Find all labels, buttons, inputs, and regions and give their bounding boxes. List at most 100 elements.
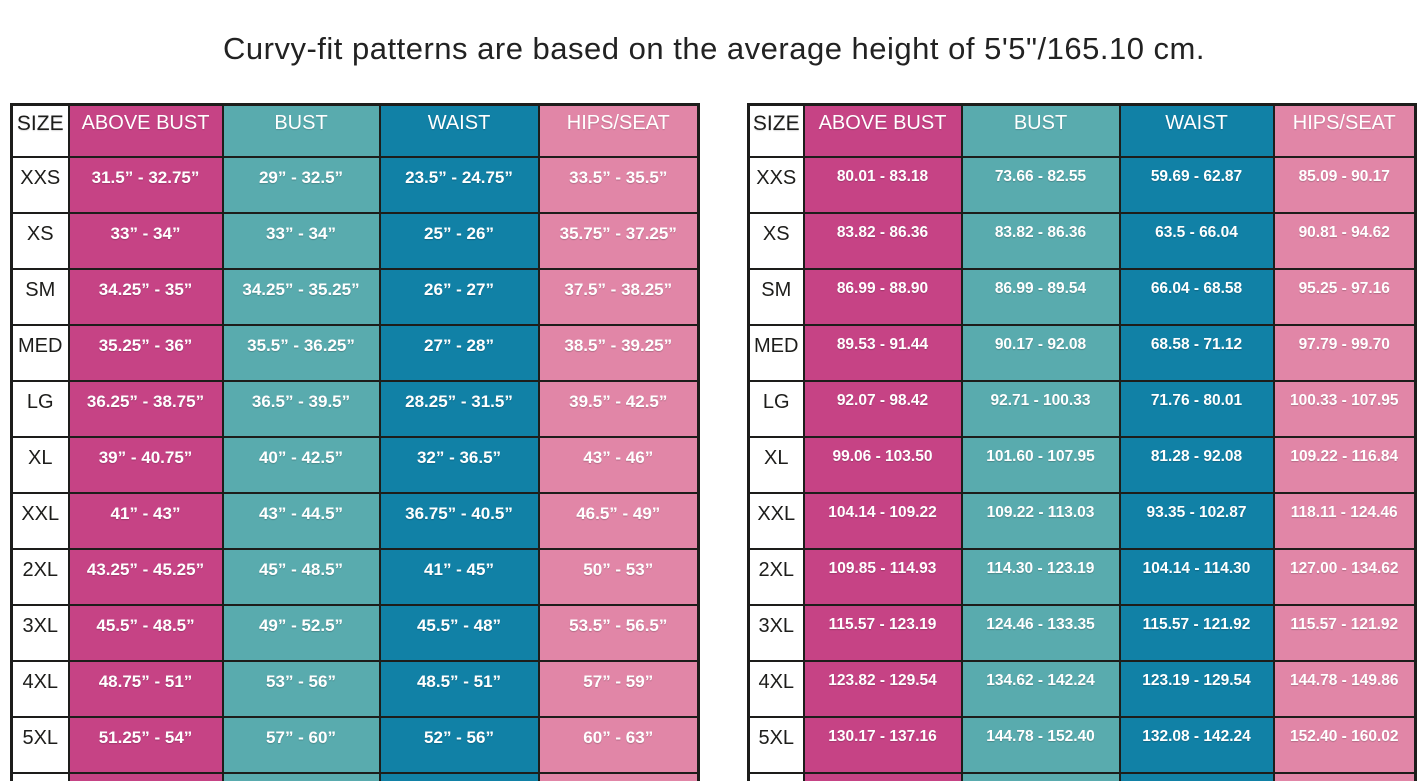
measurement-cell-bust: 90.17 - 92.08 [960, 323, 1121, 382]
size-label: 2XL [747, 547, 805, 606]
measurement-cell-above-bust: 51.25” - 54” [67, 715, 224, 774]
size-row-3xl: 3XL 45.5” - 48.5” 49” - 52.5” 45.5” - 48” 53… [10, 603, 700, 662]
measurement-cell-waist: 81.28 - 92.08 [1118, 435, 1275, 494]
size-label: LG [10, 379, 70, 438]
size-row-xxs: XXS 31.5” - 32.75” 29” - 32.5” 23.5” - 24.7… [10, 155, 700, 214]
measurement-cell-above-bust: 130.17 - 137.16 [802, 715, 963, 774]
measurement-cell-hips-seat: 57” - 59” [537, 659, 700, 718]
size-label: 4XL [747, 659, 805, 718]
measurement-cell-above-bust: 33” - 34” [67, 211, 224, 270]
measurement-cell-hips-seat: 115.57 - 121.92 [1272, 603, 1417, 662]
measurement-cell-waist [378, 771, 540, 781]
measurement-cell-hips-seat: 46.5” - 49” [537, 491, 700, 550]
measurement-cell-hips-seat: 50” - 53” [537, 547, 700, 606]
measurement-cell-waist: 59.69 - 62.87 [1118, 155, 1275, 214]
measurement-cell-above-bust: 86.99 - 88.90 [802, 267, 963, 326]
size-row-xxl: XXL 41” - 43” 43” - 44.5” 36.75” - 40.5” 46.… [10, 491, 700, 550]
size-row-3xl: 3XL 115.57 - 123.19 124.46 - 133.35 115.57 … [747, 603, 1417, 662]
header-row: SIZE ABOVE BUST BUST WAIST HIPS/SEAT [747, 103, 1417, 158]
measurement-cell-hips-seat [1272, 771, 1417, 781]
header-cell-hips-seat: HIPS/SEAT [1272, 103, 1417, 158]
measurement-cell-bust: 34.25” - 35.25” [221, 267, 381, 326]
size-row-xs: XS 33” - 34” 33” - 34” 25” - 26” 35.75” - 37… [10, 211, 700, 270]
page-title: Curvy-fit patterns are based on the aver… [223, 31, 1205, 66]
measurement-cell-above-bust: 35.25” - 36” [67, 323, 224, 382]
size-label: XXS [10, 155, 70, 214]
size-row-2xl: 2XL 109.85 - 114.93 114.30 - 123.19 104.14 … [747, 547, 1417, 606]
measurement-cell-above-bust [802, 771, 963, 781]
measurement-cell-above-bust: 43.25” - 45.25” [67, 547, 224, 606]
size-row-xxs: XXS 80.01 - 83.18 73.66 - 82.55 59.69 - 62.… [747, 155, 1417, 214]
size-row-med: MED 35.25” - 36” 35.5” - 36.25” 27” - 28” 38… [10, 323, 700, 382]
measurement-cell-hips-seat: 144.78 - 149.86 [1272, 659, 1417, 718]
measurement-cell-hips-seat: 97.79 - 99.70 [1272, 323, 1417, 382]
measurement-cell-bust: 73.66 - 82.55 [960, 155, 1121, 214]
header-cell-bust: BUST [960, 103, 1121, 158]
measurement-cell-bust: 43” - 44.5” [221, 491, 381, 550]
measurement-cell-above-bust: 89.53 - 91.44 [802, 323, 963, 382]
size-row-sm: SM 86.99 - 88.90 86.99 - 89.54 66.04 - 68.5… [747, 267, 1417, 326]
measurement-cell-hips-seat: 35.75” - 37.25” [537, 211, 700, 270]
size-label: XS [10, 211, 70, 270]
measurement-cell-bust: 83.82 - 86.36 [960, 211, 1121, 270]
measurement-cell-above-bust: 80.01 - 83.18 [802, 155, 963, 214]
measurement-cell-waist [1118, 771, 1275, 781]
measurement-cell-bust: 36.5” - 39.5” [221, 379, 381, 438]
measurement-cell-bust: 35.5” - 36.25” [221, 323, 381, 382]
measurement-cell-above-bust: 115.57 - 123.19 [802, 603, 963, 662]
header-cell-size: SIZE [747, 103, 805, 158]
measurement-cell-bust: 45” - 48.5” [221, 547, 381, 606]
measurement-cell-waist: 66.04 - 68.58 [1118, 267, 1275, 326]
measurement-cell-above-bust: 45.5” - 48.5” [67, 603, 224, 662]
measurement-cell-bust: 49” - 52.5” [221, 603, 381, 662]
header-cell-waist: WAIST [378, 103, 540, 158]
measurement-cell-waist: 48.5” - 51” [378, 659, 540, 718]
measurement-cell-waist: 41” - 45” [378, 547, 540, 606]
measurement-cell-above-bust: 41” - 43” [67, 491, 224, 550]
measurement-cell-above-bust: 83.82 - 86.36 [802, 211, 963, 270]
size-table-centimeters: SIZE ABOVE BUST BUST WAIST HIPS/SEAT XXS 80.01… [747, 103, 1417, 781]
size-label: SM [747, 267, 805, 326]
size-label: 3XL [10, 603, 70, 662]
measurement-cell-waist: 45.5” - 48” [378, 603, 540, 662]
measurement-cell-bust: 134.62 - 142.24 [960, 659, 1121, 718]
size-table-inches: SIZE ABOVE BUST BUST WAIST HIPS/SEAT XXS 31.5”… [10, 103, 700, 781]
size-label: 5XL [747, 715, 805, 774]
measurement-cell-above-bust [67, 771, 224, 781]
measurement-cell-waist: 115.57 - 121.92 [1118, 603, 1275, 662]
measurement-cell-waist: 25” - 26” [378, 211, 540, 270]
size-row-5xl: 5XL 130.17 - 137.16 144.78 - 152.40 132.08 … [747, 715, 1417, 774]
measurement-cell-above-bust: 92.07 - 98.42 [802, 379, 963, 438]
measurement-cell-above-bust: 123.82 - 129.54 [802, 659, 963, 718]
header-cell-above-bust: ABOVE BUST [67, 103, 224, 158]
size-label: XXL [747, 491, 805, 550]
measurement-cell-hips-seat: 118.11 - 124.46 [1272, 491, 1417, 550]
measurement-cell-hips-seat: 152.40 - 160.02 [1272, 715, 1417, 774]
size-row-xxl: XXL 104.14 - 109.22 109.22 - 113.03 93.35 -… [747, 491, 1417, 550]
measurement-cell-bust [221, 771, 381, 781]
measurement-cell-waist: 27” - 28” [378, 323, 540, 382]
size-label: 3XL [747, 603, 805, 662]
measurement-cell-hips-seat: 60” - 63” [537, 715, 700, 774]
header-cell-above-bust: ABOVE BUST [802, 103, 963, 158]
measurement-cell-hips-seat: 95.25 - 97.16 [1272, 267, 1417, 326]
measurement-cell-hips-seat: 127.00 - 134.62 [1272, 547, 1417, 606]
measurement-cell-waist: 123.19 - 129.54 [1118, 659, 1275, 718]
size-row-xs: XS 83.82 - 86.36 83.82 - 86.36 63.5 - 66.04… [747, 211, 1417, 270]
measurement-cell-waist: 93.35 - 102.87 [1118, 491, 1275, 550]
size-label: LG [747, 379, 805, 438]
measurement-cell-above-bust: 99.06 - 103.50 [802, 435, 963, 494]
measurement-cell-above-bust: 48.75” - 51” [67, 659, 224, 718]
measurement-cell-waist: 132.08 - 142.24 [1118, 715, 1275, 774]
measurement-cell-above-bust: 34.25” - 35” [67, 267, 224, 326]
measurement-cell-bust: 124.46 - 133.35 [960, 603, 1121, 662]
measurement-cell-waist: 26” - 27” [378, 267, 540, 326]
partial-row [747, 771, 1417, 781]
size-row-lg: LG 36.25” - 38.75” 36.5” - 39.5” 28.25” - 3… [10, 379, 700, 438]
measurement-cell-hips-seat: 43” - 46” [537, 435, 700, 494]
measurement-cell-bust: 101.60 - 107.95 [960, 435, 1121, 494]
measurement-cell-hips-seat: 90.81 - 94.62 [1272, 211, 1417, 270]
measurement-cell-waist: 104.14 - 114.30 [1118, 547, 1275, 606]
header-cell-hips-seat: HIPS/SEAT [537, 103, 700, 158]
